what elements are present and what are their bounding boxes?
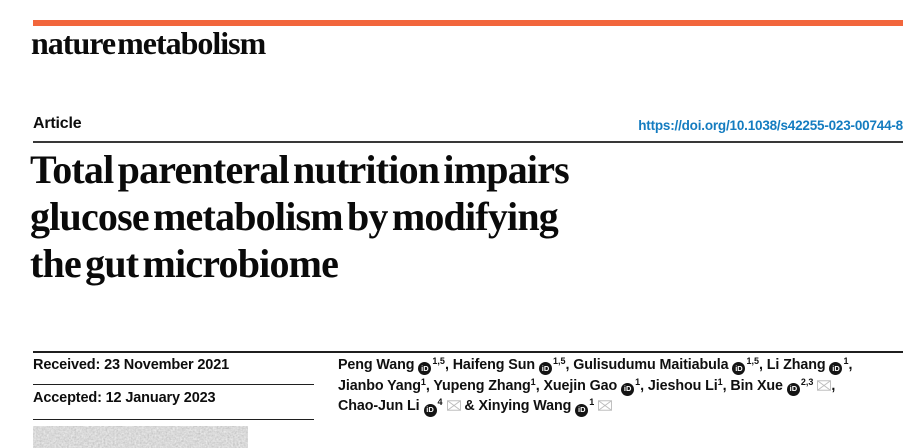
accepted-date-row: Accepted: 12 January 2023	[33, 390, 216, 406]
affiliation-superscript: 1	[635, 376, 641, 387]
author-name: Chao-Jun Li	[338, 398, 420, 415]
paper-title-line-2: glucose metabolism by modifying	[30, 194, 559, 239]
envelope-icon[interactable]	[817, 379, 832, 391]
envelope-icon[interactable]	[598, 400, 613, 412]
affiliation-superscript: 2,3	[800, 376, 814, 387]
author-list: Peng Wang iD1,5, Haifeng Sun iD1,5, Gulisu…	[338, 355, 910, 417]
affiliation-superscript: 1	[717, 376, 723, 387]
author-name: Peng Wang	[338, 357, 415, 373]
paper-title: Total parenteral nutrition impairs gluco…	[30, 146, 750, 287]
doi-link[interactable]: https://doi.org/10.1038/s42255-023-00744…	[638, 118, 903, 133]
paper-title-line-1: Total parenteral nutrition impairs	[30, 147, 570, 192]
header-divider	[33, 141, 903, 143]
affiliation-superscript: 1,5	[553, 356, 566, 366]
received-date-row: Received: 23 November 2021	[33, 357, 229, 373]
history-top-divider	[33, 351, 903, 353]
author-name: Jianbo Yang	[338, 377, 421, 394]
journal-accent-bar	[33, 20, 903, 26]
author-name: Haifeng Sun	[452, 357, 535, 373]
orcid-icon[interactable]: iD	[423, 403, 437, 417]
author-line: Jianbo Yang1, Yupeng Zhang1, Xuejin Gao i…	[338, 376, 910, 397]
author-name: Li Zhang	[766, 357, 826, 373]
accepted-value: 12 January 2023	[105, 390, 216, 406]
orcid-icon[interactable]: iD	[539, 362, 552, 376]
received-accepted-divider	[33, 384, 314, 386]
affiliation-superscript: 1,5	[432, 356, 445, 366]
affiliation-superscript: 1,5	[746, 356, 759, 366]
envelope-icon[interactable]	[446, 400, 461, 412]
orcid-icon[interactable]: iD	[575, 403, 589, 417]
journal-logo: nature metabolism	[31, 25, 266, 61]
orcid-icon[interactable]: iD	[418, 362, 432, 376]
affiliation-superscript: 1	[530, 376, 536, 387]
accepted-published-divider	[33, 419, 314, 421]
author-line: Peng Wang iD1,5, Haifeng Sun iD1,5, Gulisu…	[338, 355, 910, 376]
article-type-label: Article	[33, 115, 82, 132]
author-name: Xinying Wang	[478, 398, 572, 415]
author-line: Chao-Jun Li iD4 & Xinying Wang iD1	[338, 396, 910, 417]
orcid-icon[interactable]: iD	[732, 362, 746, 376]
orcid-icon[interactable]: iD	[786, 383, 800, 397]
redacted-text-block	[33, 426, 248, 448]
accepted-label: Accepted:	[33, 390, 102, 406]
affiliation-superscript: 4	[437, 397, 443, 408]
author-name: Bin Xue	[730, 377, 783, 394]
noise-texture	[33, 426, 248, 448]
orcid-icon[interactable]: iD	[829, 362, 843, 376]
affiliation-superscript: 1	[420, 376, 426, 387]
received-label: Received:	[33, 357, 101, 373]
author-name: Jieshou Li	[647, 377, 718, 394]
orcid-icon[interactable]: iD	[621, 383, 635, 397]
received-value: 23 November 2021	[104, 357, 230, 373]
affiliation-superscript: 1	[589, 397, 595, 408]
affiliation-superscript: 1	[843, 356, 849, 366]
author-name: Xuejin Gao	[543, 377, 618, 394]
author-name: Yupeng Zhang	[433, 377, 531, 394]
author-name: Gulisudumu Maitiabula	[573, 357, 729, 373]
paper-title-line-3: the gut microbiome	[30, 241, 339, 286]
